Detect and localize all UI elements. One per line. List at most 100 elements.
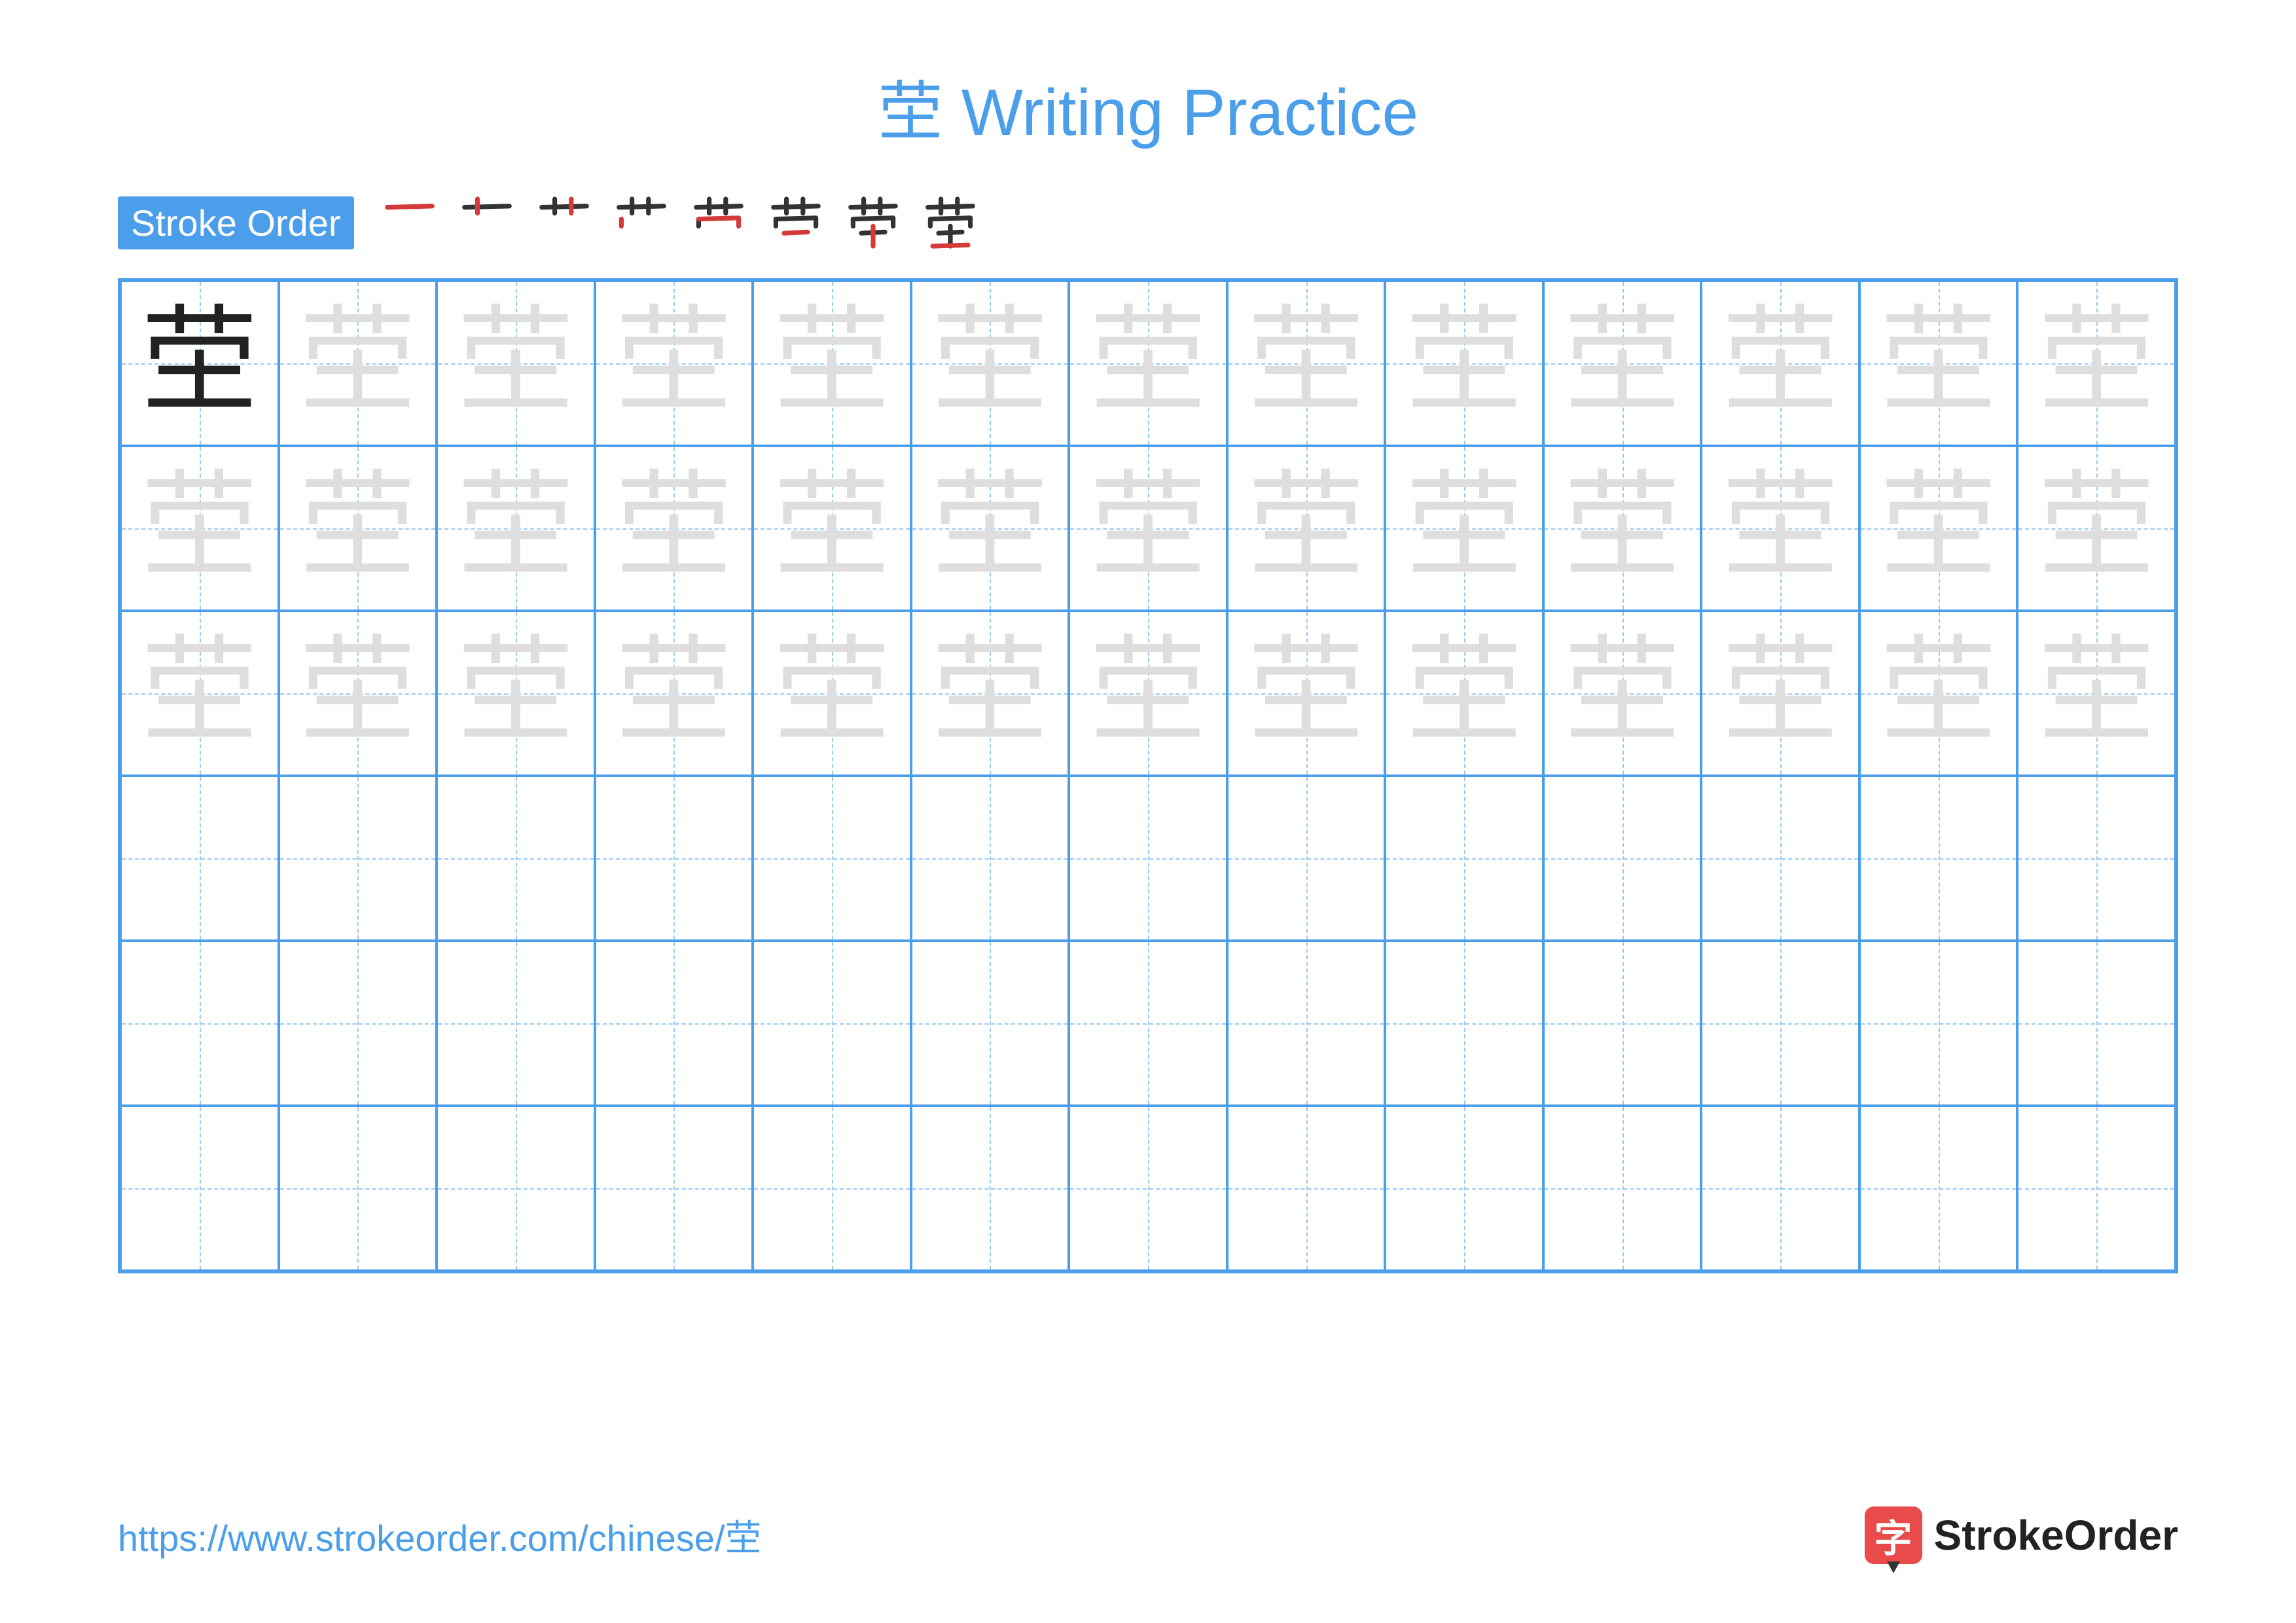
trace-character: 茔: [1721, 469, 1839, 587]
trace-character: 茔: [1405, 634, 1523, 752]
source-url: https://www.strokeorder.com/chinese/茔: [118, 1509, 762, 1562]
trace-character: 茔: [298, 469, 416, 587]
trace-character: 茔: [457, 304, 575, 422]
trace-character: 茔: [457, 634, 575, 752]
trace-character: 茔: [141, 634, 259, 752]
grid-cell: 茔: [1859, 611, 2018, 776]
trace-character: 茔: [1089, 469, 1207, 587]
logo-badge-icon: 字: [1865, 1506, 1922, 1564]
trace-character: 茔: [1089, 304, 1207, 422]
logo-text: StrokeOrder: [1934, 1511, 2178, 1559]
stroke-step-6: [766, 193, 825, 252]
grid-cell: [437, 1106, 595, 1271]
grid-cell: [911, 1106, 1069, 1271]
grid-cell: 茔: [1859, 281, 2018, 446]
trace-character: 茔: [1721, 304, 1839, 422]
grid-cell: [279, 776, 437, 941]
trace-character: 茔: [298, 304, 416, 422]
trace-character: 茔: [1247, 469, 1365, 587]
trace-character: 茔: [2037, 304, 2155, 422]
trace-character: 茔: [1089, 634, 1207, 752]
grid-cell: [1859, 941, 2018, 1106]
grid-cell: 茔: [120, 611, 279, 776]
grid-cell: 茔: [2017, 446, 2176, 611]
grid-cell: [911, 776, 1069, 941]
grid-cell: 茔: [1385, 281, 1543, 446]
grid-cell: [279, 941, 437, 1106]
grid-cell: 茔: [1069, 611, 1227, 776]
trace-character: 茔: [615, 304, 732, 422]
brand-logo: 字 StrokeOrder: [1865, 1506, 2178, 1564]
stroke-order-steps: [380, 193, 980, 252]
stroke-step-7: [844, 193, 903, 252]
grid-cell: 茔: [1543, 446, 1702, 611]
trace-character: 茔: [1564, 469, 1681, 587]
trace-character: 茔: [1564, 634, 1681, 752]
trace-character: 茔: [931, 304, 1049, 422]
grid-cell: [753, 776, 911, 941]
grid-cell: [1227, 941, 1386, 1106]
grid-cell: 茔: [437, 281, 595, 446]
grid-cell: [279, 1106, 437, 1271]
stroke-step-8: [921, 193, 980, 252]
grid-cell: [2017, 776, 2176, 941]
grid-cell: 茔: [1069, 446, 1227, 611]
grid-cell: 茔: [1543, 281, 1702, 446]
grid-cell: 茔: [1385, 446, 1543, 611]
trace-character: 茔: [298, 634, 416, 752]
grid-cell: 茔: [1543, 611, 1702, 776]
grid-cell: 茔: [120, 281, 279, 446]
trace-character: 茔: [1880, 634, 1998, 752]
grid-cell: 茔: [595, 446, 753, 611]
stroke-order-row: Stroke Order: [118, 193, 2178, 252]
grid-cell: [1385, 1106, 1543, 1271]
grid-cell: [1543, 941, 1702, 1106]
trace-character: 茔: [2037, 469, 2155, 587]
grid-cell: [1385, 776, 1543, 941]
grid-cell: 茔: [753, 446, 911, 611]
trace-character: 茔: [1721, 634, 1839, 752]
trace-character: 茔: [2037, 634, 2155, 752]
footer: https://www.strokeorder.com/chinese/茔 字 …: [118, 1506, 2178, 1564]
grid-cell: [595, 776, 753, 941]
grid-cell: 茔: [279, 281, 437, 446]
grid-cell: 茔: [1227, 446, 1386, 611]
stroke-step-1: [380, 193, 439, 252]
trace-character: 茔: [615, 469, 732, 587]
grid-cell: 茔: [437, 611, 595, 776]
grid-cell: [1859, 1106, 2018, 1271]
grid-cell: [911, 941, 1069, 1106]
grid-cell: 茔: [595, 281, 753, 446]
grid-cell: 茔: [1859, 446, 2018, 611]
trace-character: 茔: [615, 634, 732, 752]
grid-cell: [595, 941, 753, 1106]
trace-character: 茔: [773, 469, 891, 587]
grid-cell: 茔: [279, 446, 437, 611]
grid-cell: 茔: [120, 446, 279, 611]
grid-cell: [1227, 1106, 1386, 1271]
grid-cell: [1701, 941, 1859, 1106]
grid-cell: 茔: [753, 611, 911, 776]
grid-cell: [1701, 776, 1859, 941]
grid-cell: 茔: [2017, 281, 2176, 446]
grid-cell: 茔: [911, 446, 1069, 611]
trace-character: 茔: [141, 469, 259, 587]
grid-cell: [1069, 1106, 1227, 1271]
stroke-step-3: [535, 193, 594, 252]
grid-cell: 茔: [2017, 611, 2176, 776]
trace-character: 茔: [1405, 304, 1523, 422]
grid-cell: [120, 941, 279, 1106]
trace-character: 茔: [773, 634, 891, 752]
grid-cell: [120, 776, 279, 941]
trace-character: 茔: [1564, 304, 1681, 422]
stroke-order-label: Stroke Order: [118, 196, 354, 249]
grid-cell: [1543, 776, 1702, 941]
trace-character: 茔: [1405, 469, 1523, 587]
trace-character: 茔: [931, 469, 1049, 587]
grid-cell: [437, 776, 595, 941]
grid-cell: [2017, 941, 2176, 1106]
grid-cell: 茔: [1701, 281, 1859, 446]
grid-cell: [1701, 1106, 1859, 1271]
grid-cell: [1543, 1106, 1702, 1271]
practice-grid: 茔茔茔茔茔茔茔茔茔茔茔茔茔茔茔茔茔茔茔茔茔茔茔茔茔茔茔茔茔茔茔茔茔茔茔茔茔茔茔: [118, 278, 2178, 1273]
